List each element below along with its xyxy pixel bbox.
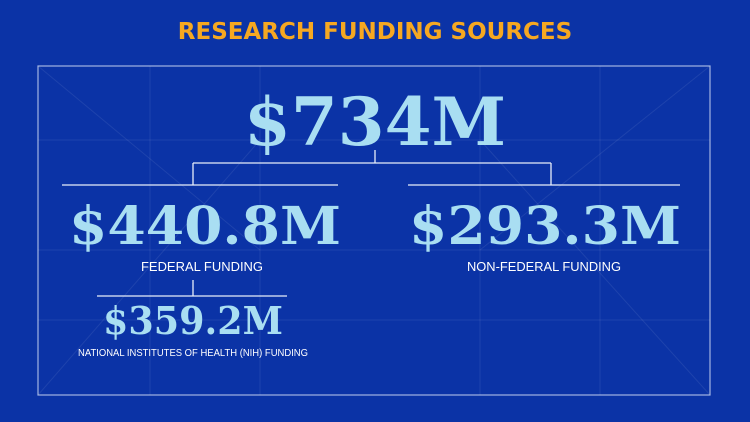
frame <box>37 65 711 396</box>
branch-label: NON-FEDERAL FUNDING <box>467 259 621 274</box>
branch-label: FEDERAL FUNDING <box>141 259 263 274</box>
total-amount: $734M <box>244 83 506 161</box>
title: RESEARCH FUNDING SOURCES <box>178 19 572 45</box>
sub-branch-label: NATIONAL INSTITUTES OF HEALTH (NIH) FUND… <box>78 348 308 359</box>
grid-line <box>479 65 711 251</box>
grid-line <box>37 139 261 396</box>
grid-line <box>479 139 711 396</box>
sub-branch-amount: $359.2M <box>103 298 283 343</box>
connectors <box>62 150 680 297</box>
branch-amount: $293.3M <box>409 196 681 257</box>
branch-amount: $440.8M <box>69 196 341 257</box>
grid-line <box>37 65 261 251</box>
background-grid <box>37 65 711 396</box>
